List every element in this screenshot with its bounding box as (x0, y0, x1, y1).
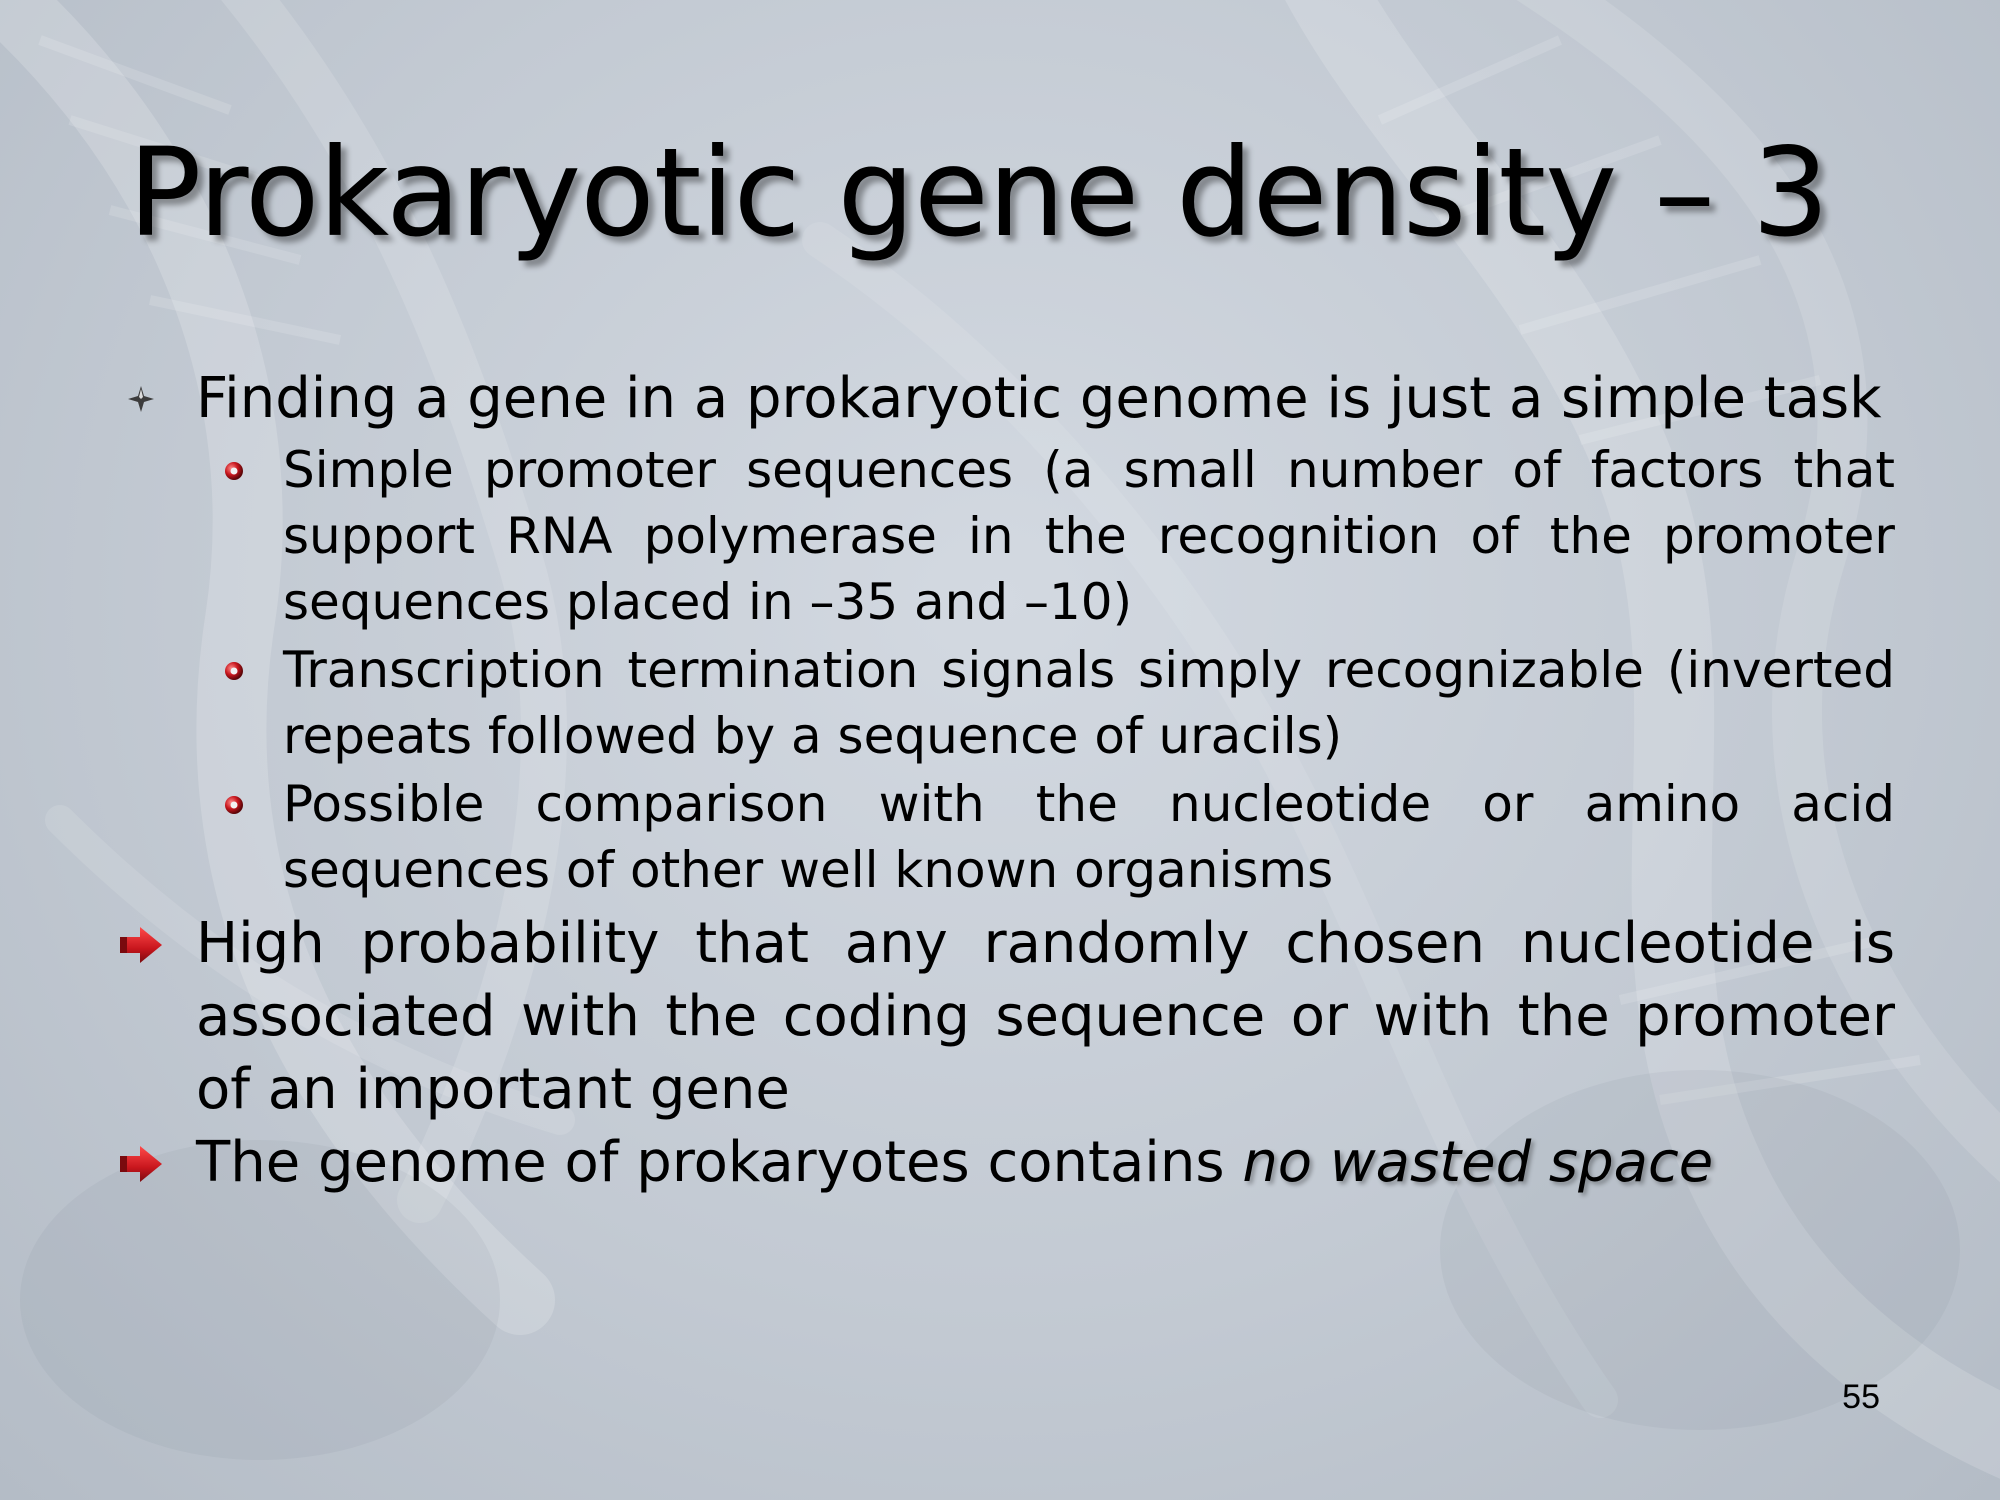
red-arrow-bullet-icon (120, 927, 162, 963)
bullet-text: Finding a gene in a prokaryotic genome i… (196, 366, 1882, 431)
bullet-text: High probability that any randomly chose… (196, 911, 1895, 1122)
sub-bullet-text: Transcription termination signals simply… (283, 641, 1895, 765)
emphasis-text: no wasted space (1242, 1130, 1714, 1195)
bullet-item-2: High probability that any randomly chose… (120, 907, 1895, 1126)
bullet-list: Finding a gene in a prokaryotic genome i… (120, 362, 1895, 1199)
red-dot-bullet-icon (225, 662, 243, 680)
bullet-item-3: The genome of prokaryotes contains no wa… (120, 1126, 1895, 1199)
sub-bullet-text: Simple promoter sequences (a small numbe… (283, 441, 1895, 631)
sub-bullet-item-1: Simple promoter sequences (a small numbe… (120, 437, 1895, 635)
sub-bullet-item-2: Transcription termination signals simply… (120, 637, 1895, 769)
slide-title: Prokaryotic gene density – 3 (128, 122, 1830, 264)
sub-bullet-text: Possible comparison with the nucleotide … (283, 775, 1895, 899)
sparkle-bullet-icon (128, 386, 154, 412)
red-dot-bullet-icon (225, 796, 243, 814)
bullet-item-1: Finding a gene in a prokaryotic genome i… (120, 362, 1895, 435)
page-number: 55 (1842, 1378, 1880, 1416)
red-arrow-bullet-icon (120, 1146, 162, 1182)
red-dot-bullet-icon (225, 462, 243, 480)
sub-bullet-item-3: Possible comparison with the nucleotide … (120, 771, 1895, 903)
bullet-text: The genome of prokaryotes contains (196, 1130, 1243, 1195)
